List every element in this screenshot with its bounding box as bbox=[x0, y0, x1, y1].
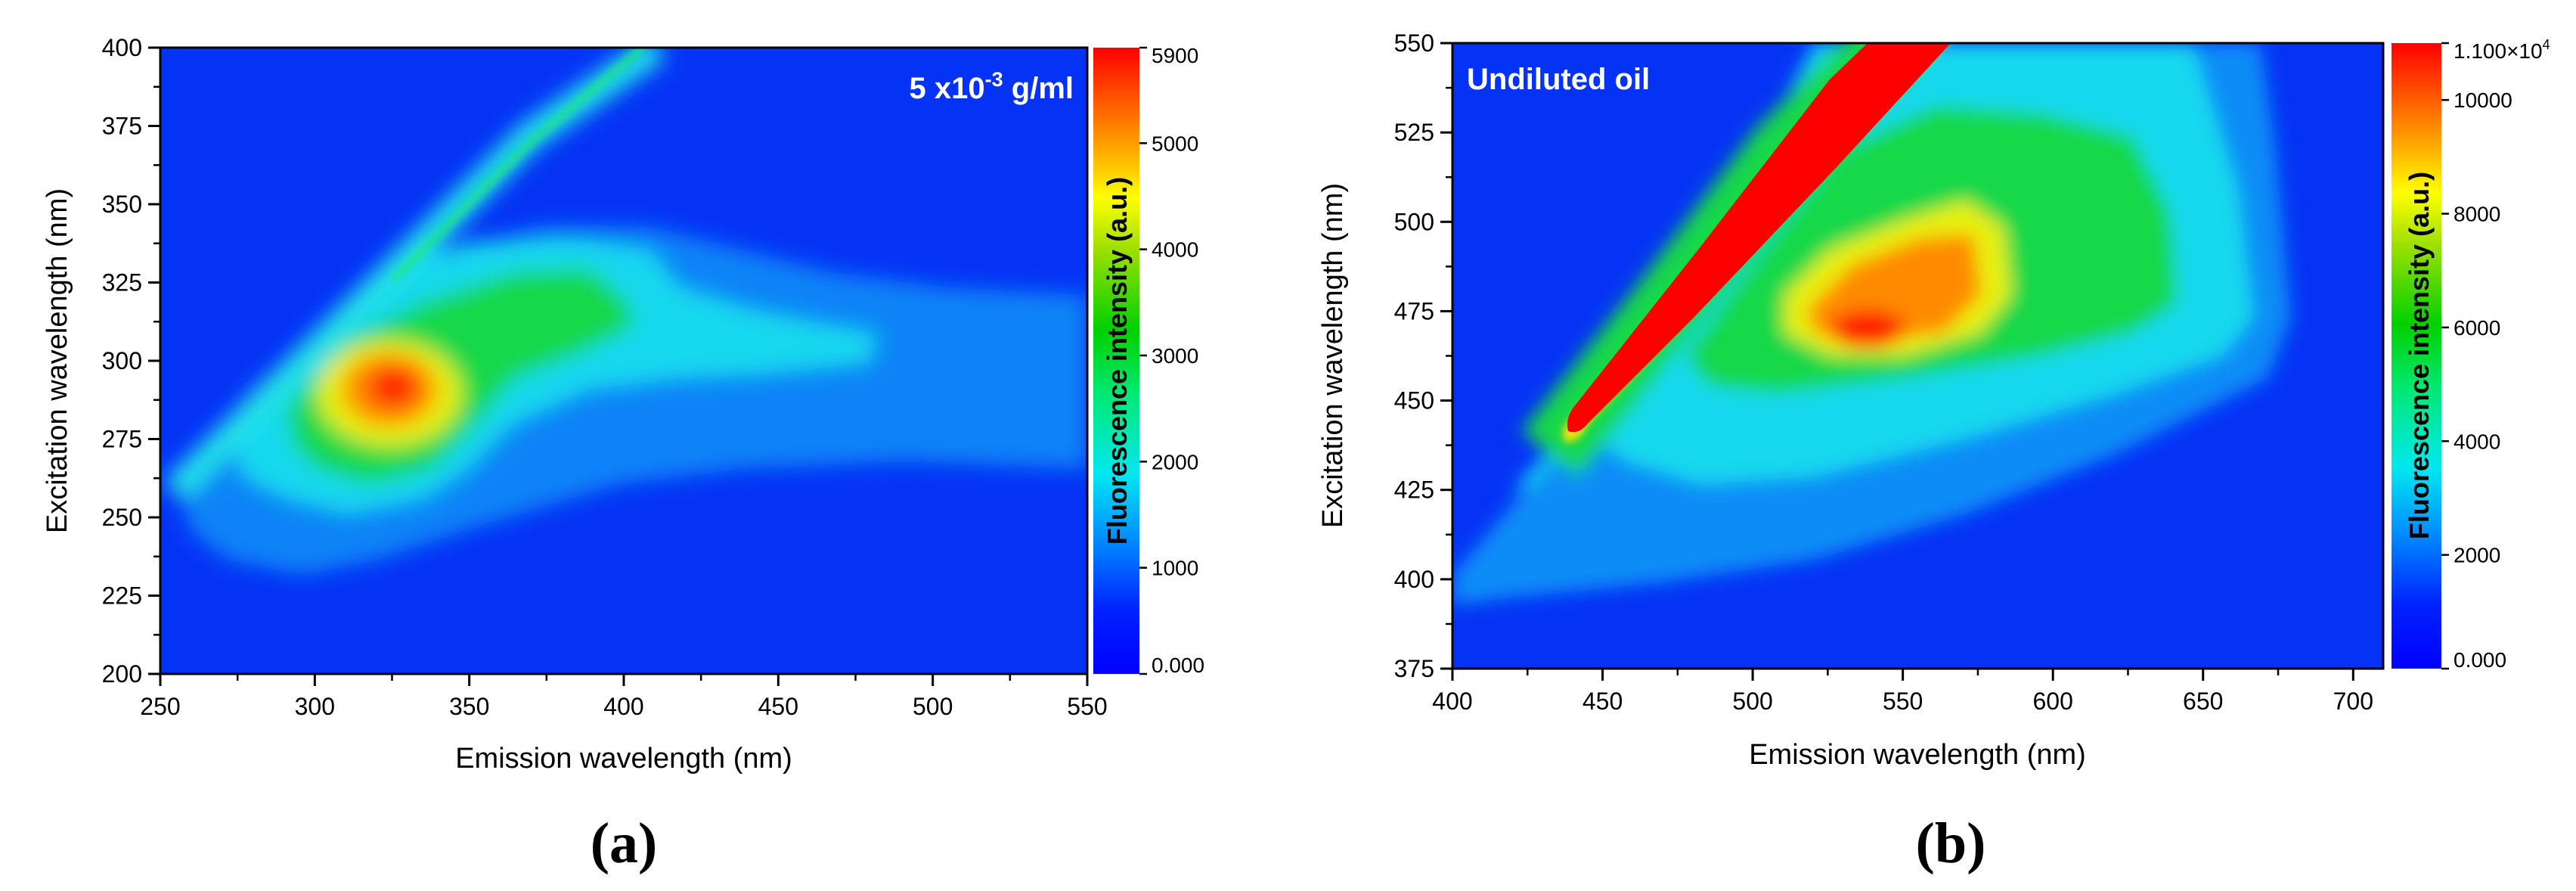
x-tick-label-b: 700 bbox=[2333, 688, 2373, 715]
y-tick-label-a: 300 bbox=[102, 347, 142, 374]
y-tick-label-a: 200 bbox=[102, 660, 142, 688]
x-tick-label-a: 450 bbox=[758, 693, 798, 720]
y-tick-label-b: 425 bbox=[1394, 477, 1434, 504]
x-tick-label-b: 500 bbox=[1732, 688, 1772, 715]
colorbar-tick-label-a: 5000 bbox=[1152, 132, 1198, 155]
x-tick-label-b: 550 bbox=[1883, 688, 1923, 715]
x-tick-label-a: 550 bbox=[1067, 693, 1107, 720]
axes-a: 250 300 350 400 450 500 550 200 225 250 275 300 325 3… bbox=[102, 34, 1108, 720]
y-tick-label-a: 325 bbox=[102, 269, 142, 296]
colorbar-tick-label-a: 3000 bbox=[1152, 344, 1198, 368]
x-tick-label-a: 400 bbox=[603, 693, 643, 720]
y-tick-label-b: 525 bbox=[1394, 119, 1434, 146]
x-tick-label-a: 500 bbox=[913, 693, 953, 720]
y-tick-label-b: 475 bbox=[1394, 297, 1434, 324]
y-tick-label-b: 550 bbox=[1394, 29, 1434, 57]
colorbar-tick-label-b: 6000 bbox=[2454, 316, 2500, 340]
x-tick-label-a: 250 bbox=[140, 693, 180, 720]
y-tick-label-b: 450 bbox=[1394, 387, 1434, 414]
heatmap-b bbox=[1452, 43, 2383, 669]
heatmap-a-scatter-line-core bbox=[390, 48, 646, 283]
colorbar-tick-label-b: 4000 bbox=[2454, 430, 2500, 453]
colorbar-tick-label-a: 2000 bbox=[1152, 450, 1198, 473]
x-tick-label-b: 600 bbox=[2032, 688, 2072, 715]
y-tick-label-b: 400 bbox=[1394, 566, 1434, 593]
panel-label-b: (b) bbox=[1916, 812, 1986, 875]
heatmap-b-scatter-ridge bbox=[1567, 43, 1951, 433]
annotation-a: 5 x10-3 g/ml bbox=[910, 68, 1074, 105]
colorbar-tick-label-b: 1.100×104 bbox=[2454, 37, 2550, 63]
y-tick-label-a: 400 bbox=[102, 34, 142, 61]
y-tick-label-a: 350 bbox=[102, 191, 142, 218]
axes-b: 400 450 500 550 600 650 700 375 400 425 450 475 500 5… bbox=[1394, 29, 2373, 715]
colorbar-tick-label-a: 0.000 bbox=[1152, 654, 1204, 677]
y-tick-label-a: 375 bbox=[102, 113, 142, 140]
annotation-b: Undiluted oil bbox=[1467, 63, 1650, 96]
colorbar-tick-label-b: 10000 bbox=[2454, 88, 2512, 112]
colorbar-tick-label-a: 1000 bbox=[1152, 557, 1198, 580]
y-tick-label-a: 250 bbox=[102, 504, 142, 531]
x-tick-label-b: 400 bbox=[1432, 688, 1472, 715]
x-tick-label-b: 450 bbox=[1582, 688, 1623, 715]
y-tick-label-b: 500 bbox=[1394, 208, 1434, 235]
colorbar-tick-label-a: 5900 bbox=[1152, 44, 1198, 67]
colorbar-label-b: Fluorescence intensity (a.u.) bbox=[2404, 172, 2435, 539]
colorbar-label-a: Fluorescence intensity (a.u.) bbox=[1102, 177, 1133, 545]
heatmap-a bbox=[160, 48, 1087, 674]
colorbar-b bbox=[2392, 43, 2441, 669]
heatmap-b-red-peak bbox=[1830, 310, 1905, 348]
colorbar-tick-label-b: 0.000 bbox=[2454, 648, 2506, 672]
colorbar-b-ticks: 0.000 2000 4000 6000 8000 10000 1.100×104 bbox=[2441, 37, 2550, 672]
heatmap-a-red-peak bbox=[369, 368, 417, 407]
colorbar-a-ticks: 0.000 1000 2000 3000 4000 5000 5900 bbox=[1139, 44, 1204, 677]
x-axis-label-b: Emission wavelength (nm) bbox=[1749, 739, 2086, 771]
colorbar-tick-label-b: 2000 bbox=[2454, 544, 2500, 567]
panel-b: 400 450 500 550 600 650 700 375 400 425 450 475 500 5… bbox=[1317, 29, 2550, 875]
x-tick-label-a: 300 bbox=[295, 693, 335, 720]
colorbar-tick-label-a: 4000 bbox=[1152, 238, 1198, 262]
colorbar-a bbox=[1093, 48, 1139, 674]
y-tick-label-a: 225 bbox=[102, 582, 142, 610]
x-axis-label-a: Emission wavelength (nm) bbox=[455, 743, 792, 775]
colorbar-tick-label-b: 8000 bbox=[2454, 203, 2500, 226]
y-tick-label-a: 275 bbox=[102, 426, 142, 453]
x-tick-label-a: 350 bbox=[449, 693, 489, 720]
panel-label-a: (a) bbox=[591, 812, 658, 875]
x-tick-label-b: 650 bbox=[2183, 688, 2223, 715]
y-axis-label-b: Excitation wavelength (nm) bbox=[1317, 183, 1349, 528]
y-tick-label-b: 375 bbox=[1394, 655, 1434, 682]
y-axis-label-a: Excitation wavelength (nm) bbox=[42, 188, 73, 533]
panel-a: 250 300 350 400 450 500 550 200 225 250 275 300 325 3… bbox=[42, 34, 1204, 875]
